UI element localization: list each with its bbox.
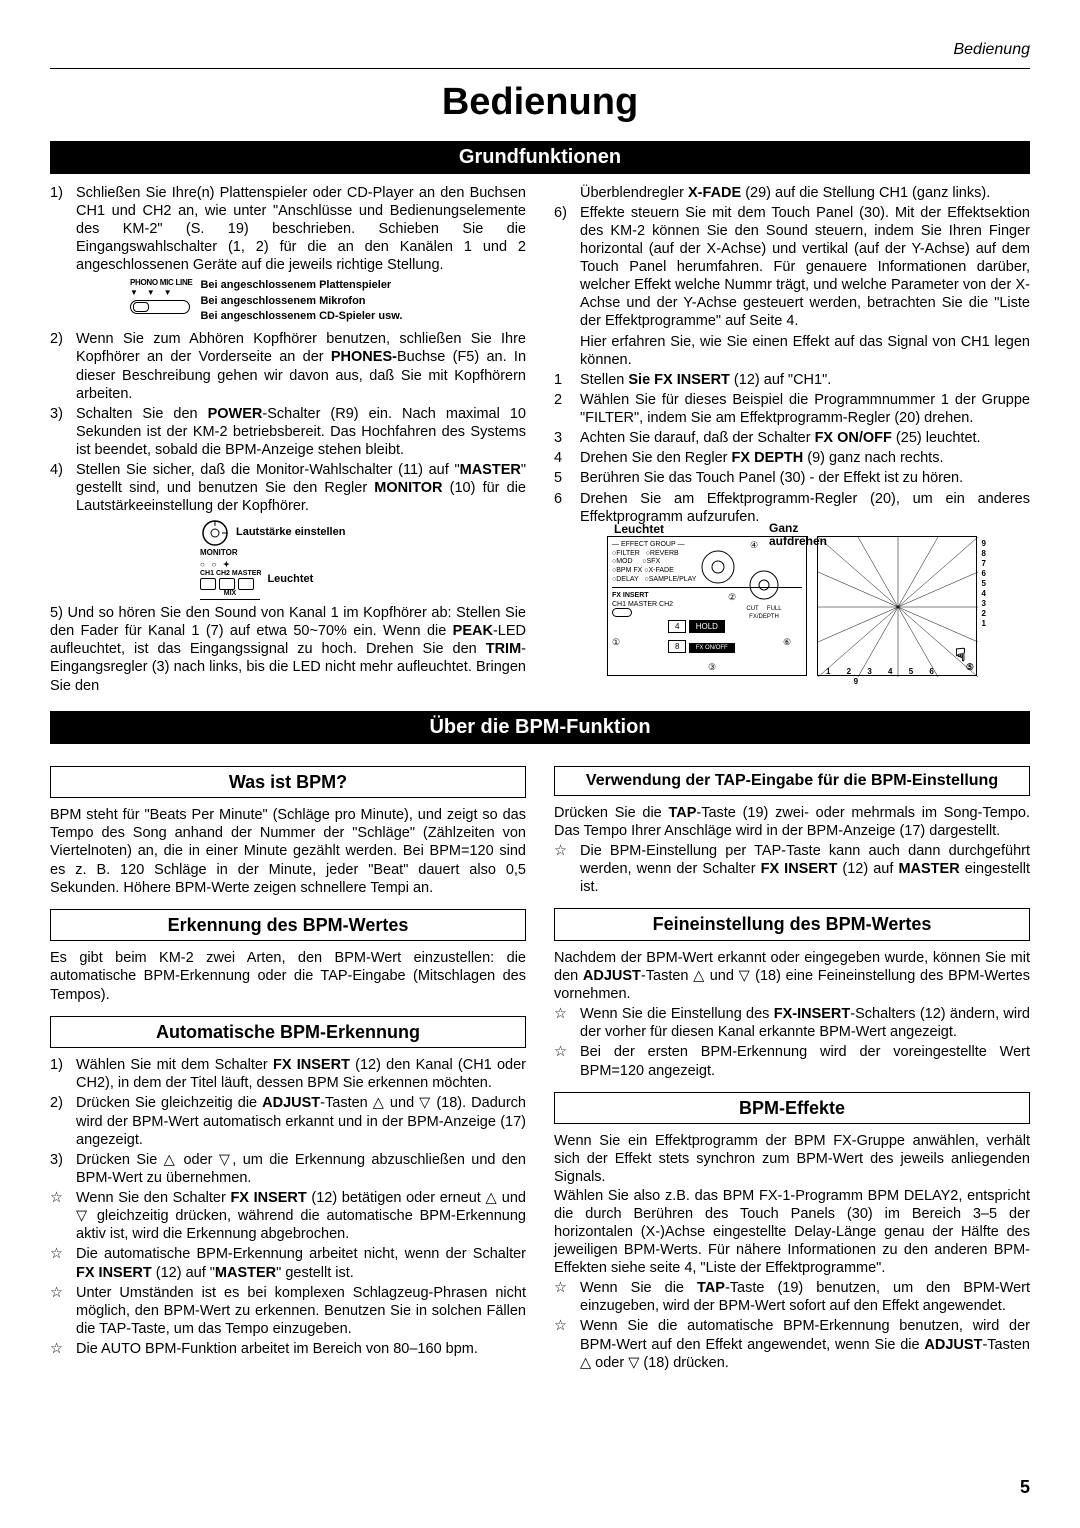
star-icon: ☆ [554,842,580,896]
effekte-text: Wenn Sie ein Effektprogramm der BPM FX-G… [554,1132,1030,1277]
box-auto: Automatische BPM-Erkennung [50,1016,526,1049]
was-bpm-text: BPM steht für "Beats Per Minute" (Schläg… [50,806,526,897]
xfade-text: Überblendregler X-FADE (29) auf die Stel… [554,184,1030,202]
item-5: 5) Und so hören Sie den Sound von Kanal … [50,604,526,695]
erkennung-text: Es gibt beim KM-2 zwei Arten, den BPM-We… [50,949,526,1003]
list-text: Effekte steuern Sie mit dem Touch Panel … [580,204,1030,331]
list-num: 2) [50,330,76,403]
star-text: Bei der ersten BPM-Erkennung wird der vo… [580,1043,1030,1079]
list-num: 6) [554,204,580,331]
list-text: Wählen Sie für dieses Beispiel die Progr… [580,391,1030,427]
left-column: 1)Schließen Sie Ihre(n) Plattenspieler o… [50,184,526,697]
star-icon: ☆ [554,1005,580,1041]
monitor-diagram: Lautstärke einstellen MONITOR ○ ○ ✦ CH1 … [200,518,526,601]
bpm-left-column: Was ist BPM? BPM steht für "Beats Per Mi… [50,754,526,1374]
list-num: 1) [50,1056,76,1092]
diagram-label: Bei angeschlossenem Plattenspieler [200,278,402,293]
box-was-bpm: Was ist BPM? [50,766,526,799]
right-column: Überblendregler X-FADE (29) auf die Stel… [554,184,1030,697]
diagram-label: Bei angeschlossenem Mikrofon [200,294,402,309]
box-tap: Verwendung der TAP-Eingabe für die BPM-E… [554,766,1030,796]
item6b: Hier erfahren Sie, wie Sie einen Effekt … [554,333,1030,369]
star-text: Wenn Sie die Einstellung des FX-INSERT-S… [580,1005,1030,1041]
list-text: Drehen Sie den Regler FX DEPTH (9) ganz … [580,449,1030,467]
ch-labels: CH1 CH2 MASTER [200,570,261,579]
list-num: 3) [50,1151,76,1187]
diagram-label: Bei angeschlossenem CD-Spieler usw. [200,309,402,324]
list-text: Drücken Sie gleichzeitig die ADJUST-Tast… [76,1094,526,1148]
list-num: 3 [554,429,580,447]
star-icon: ☆ [50,1245,76,1281]
vol-label: Lautstärke einstellen [236,526,345,540]
diagram-leuchtet: Leuchtet [614,522,664,537]
list-num: 6 [554,490,580,526]
list-num: 3) [50,405,76,459]
star-icon: ☆ [50,1340,76,1358]
tap-text: Drücken Sie die TAP-Taste (19) zwei- ode… [554,804,1030,840]
star-text: Die AUTO BPM-Funktion arbeitet im Bereic… [76,1340,526,1358]
star-icon: ☆ [50,1189,76,1243]
list-num: 4 [554,449,580,467]
grundfunktionen-columns: 1)Schließen Sie Ihre(n) Plattenspieler o… [50,184,1030,697]
star-icon: ☆ [50,1284,76,1338]
list-num: 2 [554,391,580,427]
list-num: 2) [50,1094,76,1148]
bpm-right-column: Verwendung der TAP-Eingabe für die BPM-E… [554,754,1030,1374]
header-section-label: Bedienung [50,40,1030,60]
list-text: Stellen Sie sicher, daß die Monitor-Wahl… [76,461,526,515]
star-text: Wenn Sie die automatische BPM-Erkennung … [580,1317,1030,1371]
page-number: 5 [1020,1476,1030,1499]
star-text: Unter Umständen ist es bei komplexen Sch… [76,1284,526,1338]
list-text: Schließen Sie Ihre(n) Plattenspieler ode… [76,184,526,275]
input-switch-diagram: PHONO MIC LINE ▼ ▼ ▼ Bei angeschlossenem… [130,278,526,324]
star-text: Wenn Sie die TAP-Taste (19) benutzen, um… [580,1279,1030,1315]
list-num: 5 [554,469,580,487]
star-icon: ☆ [554,1317,580,1371]
star-icon: ☆ [554,1043,580,1079]
section-grundfunktionen: Grundfunktionen [50,141,1030,174]
star-text: Wenn Sie den Schalter FX INSERT (12) bet… [76,1189,526,1243]
star-icon: ☆ [554,1279,580,1315]
list-text: Drücken Sie △ oder ▽, um die Erkennung a… [76,1151,526,1187]
list-text: Berühren Sie das Touch Panel (30) - der … [580,469,1030,487]
list-text: Schalten Sie den POWER-Schalter (R9) ein… [76,405,526,459]
star-text: Die BPM-Einstellung per TAP-Taste kann a… [580,842,1030,896]
list-num: 4) [50,461,76,515]
box-erkennung: Erkennung des BPM-Wertes [50,909,526,942]
list-num: 1) [50,184,76,275]
leuchtet-label: Leuchtet [267,573,313,587]
box-effekte: BPM-Effekte [554,1092,1030,1125]
list-text: Stellen Sie FX INSERT (12) auf "CH1". [580,371,1030,389]
list-text: Drehen Sie am Effektprogramm-Regler (20)… [580,490,1030,526]
list-text: Wählen Sie mit dem Schalter FX INSERT (1… [76,1056,526,1092]
section-bpm: Über die BPM-Funktion [50,711,1030,744]
bpm-columns: Was ist BPM? BPM steht für "Beats Per Mi… [50,754,1030,1374]
monitor-label: MONITOR [200,548,230,558]
page-title: Bedienung [50,79,1030,127]
fein-text: Nachdem der BPM-Wert erkannt oder eingeg… [554,949,1030,1003]
mix-label: MIX [200,590,260,600]
list-num: 1 [554,371,580,389]
top-divider [50,68,1030,69]
list-text: Wenn Sie zum Abhören Kopfhörer benutzen,… [76,330,526,403]
list-text: Achten Sie darauf, daß der Schalter FX O… [580,429,1030,447]
box-fein: Feineinstellung des BPM-Wertes [554,908,1030,941]
star-text: Die automatische BPM-Erkennung arbeitet … [76,1245,526,1281]
effect-diagram: Leuchtet Ganzaufdrehen — EFFECT GROUP —○… [554,536,1030,676]
switch-labels: PHONO MIC LINE [130,278,192,288]
